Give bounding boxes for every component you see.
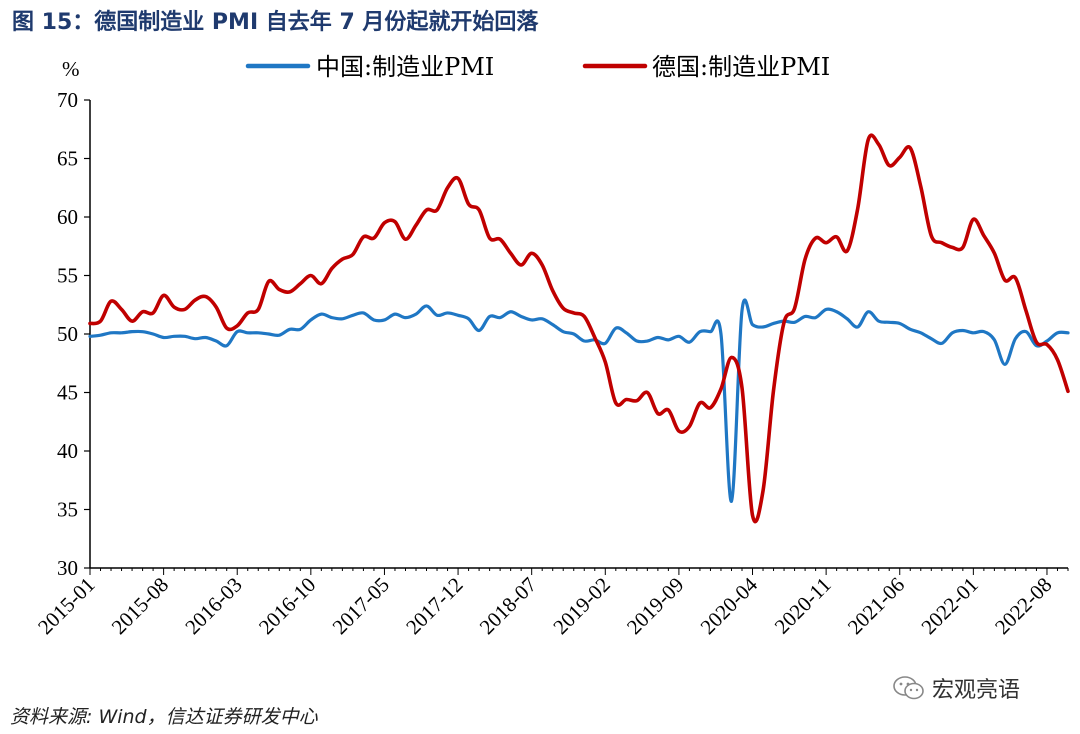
x-tick-label: 2020-04 (696, 572, 763, 639)
legend-label: 中国:制造业PMI (316, 53, 494, 81)
series-line-germany (88, 133, 1070, 524)
x-tick-label: 2018-07 (475, 573, 541, 639)
x-tick-label: 2019-09 (622, 573, 688, 639)
y-tick-label: 70 (57, 88, 78, 112)
y-tick-label: 55 (57, 264, 78, 288)
source-note: 资料来源: Wind，信达证券研发中心 (10, 706, 318, 728)
y-tick-label: 50 (57, 322, 78, 346)
chart-legend: 中国:制造业PMI 德国:制造业PMI (245, 53, 830, 81)
watermark-text: 宏观亮语 (932, 678, 1021, 703)
y-tick-label: 35 (57, 498, 78, 522)
watermark: 宏观亮语 (892, 672, 1020, 704)
y-tick-label: 65 (57, 147, 78, 171)
x-tick-label: 2019-02 (548, 573, 614, 639)
x-tick-label: 2021-06 (843, 573, 909, 639)
y-tick-label: 40 (57, 439, 78, 463)
y-tick-label: 60 (57, 205, 78, 229)
x-tick-label: 2022-08 (990, 573, 1056, 639)
x-tick-label: 2022-01 (916, 573, 982, 639)
y-tick-label: 30 (57, 556, 78, 580)
figure-title: 图 15：德国制造业 PMI 自去年 7 月份起就开始回落 (12, 10, 539, 35)
x-tick-label: 2016-10 (254, 573, 320, 639)
y-axis-unit-label: % (62, 57, 80, 81)
wechat-icon (893, 676, 924, 700)
x-tick-label: 2015-01 (33, 573, 99, 639)
x-tick-label: 2017-12 (401, 573, 467, 639)
y-tick-label: 45 (57, 381, 78, 405)
series-line-china (88, 298, 1070, 503)
legend-label: 德国:制造业PMI (652, 53, 830, 81)
x-tick-label: 2020-11 (770, 573, 836, 639)
x-tick-label: 2017-05 (328, 573, 394, 639)
x-tick-label: 2016-03 (180, 573, 246, 639)
x-tick-label: 2015-08 (107, 573, 173, 639)
series-layer (88, 133, 1070, 524)
